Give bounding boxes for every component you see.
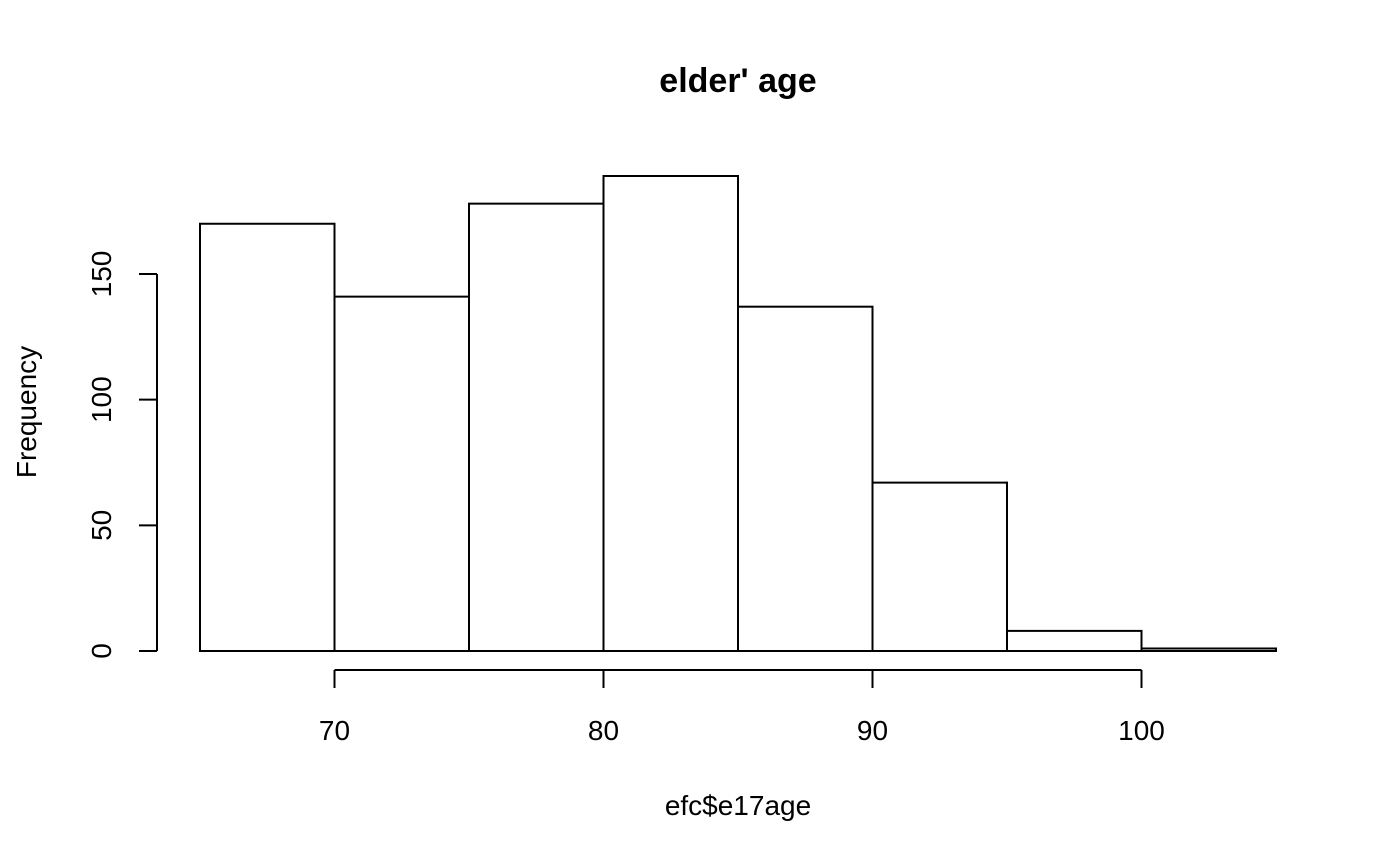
y-tick-label-150: 150 xyxy=(86,251,117,298)
y-tick-label-0: 0 xyxy=(86,643,117,659)
histogram-bar-85-90 xyxy=(738,307,873,651)
x-axis-label: efc$e17age xyxy=(665,790,811,821)
x-tick-label-70: 70 xyxy=(319,715,350,746)
histogram-bar-70-75 xyxy=(335,297,470,651)
x-tick-label-80: 80 xyxy=(588,715,619,746)
y-axis: 0 50 100 150 xyxy=(86,251,157,659)
x-tick-label-100: 100 xyxy=(1118,715,1165,746)
histogram-bar-65-70 xyxy=(200,224,335,651)
y-tick-label-100: 100 xyxy=(86,376,117,423)
y-axis-label: Frequency xyxy=(11,346,42,478)
histogram-bar-100-105 xyxy=(1142,648,1277,651)
x-axis: 70 80 90 100 xyxy=(319,670,1165,746)
chart-title: elder' age xyxy=(659,62,816,100)
histogram-bar-75-80 xyxy=(469,204,604,651)
x-tick-label-90: 90 xyxy=(857,715,888,746)
histogram-bar-90-95 xyxy=(873,483,1008,651)
y-tick-label-50: 50 xyxy=(86,510,117,541)
bars-group xyxy=(200,176,1276,651)
histogram-bar-95-100 xyxy=(1007,631,1142,651)
histogram-bar-80-85 xyxy=(604,176,739,651)
